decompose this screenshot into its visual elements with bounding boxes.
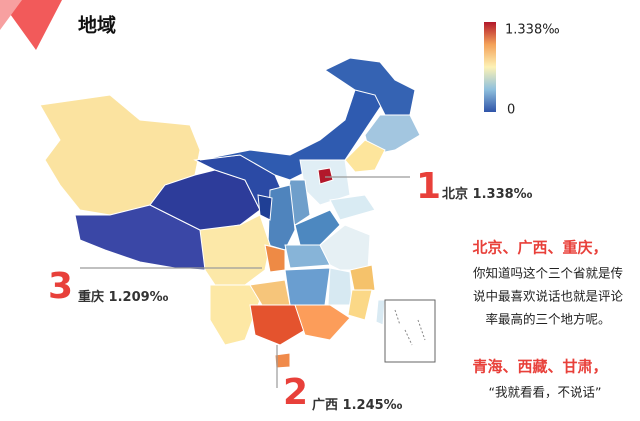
title: 地域 xyxy=(78,14,116,37)
callout: 北京 1.338‰ xyxy=(442,186,533,202)
map xyxy=(39,57,436,369)
province xyxy=(364,114,421,156)
province xyxy=(274,352,291,369)
province xyxy=(329,194,376,221)
region-name: 重庆 xyxy=(78,289,104,305)
province xyxy=(347,289,373,321)
province xyxy=(294,304,351,341)
province xyxy=(317,167,334,185)
province xyxy=(349,264,376,296)
inset-frame xyxy=(384,299,436,363)
region-name: 广西 xyxy=(312,397,338,413)
corner-mark xyxy=(0,0,22,30)
note-quote: “我就看看，不说话” xyxy=(489,385,602,400)
province xyxy=(344,139,386,173)
note-line: 率最高的三个地方呢。 xyxy=(485,312,610,327)
province xyxy=(249,304,306,346)
region-value: 1.245‰ xyxy=(343,398,403,413)
note-heading: 青海、西藏、甘肃， xyxy=(472,358,607,376)
note-line: 说中最喜欢说话也就是评论 xyxy=(473,289,624,304)
rank: 2 xyxy=(283,372,308,413)
province xyxy=(294,209,341,246)
scale-max: 1.338‰ xyxy=(505,23,560,38)
region-value: 1.338‰ xyxy=(473,187,533,202)
color-scale xyxy=(484,22,496,112)
note-line: 你知道吗这个三个省就是传 xyxy=(473,266,623,281)
province xyxy=(264,244,286,273)
scale-min: 0 xyxy=(507,103,515,118)
province xyxy=(327,267,353,306)
province xyxy=(375,299,386,326)
region-value: 1.209‰ xyxy=(109,290,169,305)
note-heading: 北京、广西、重庆， xyxy=(472,239,607,257)
inset-islands xyxy=(394,309,426,346)
callout: 重庆 1.209‰ xyxy=(78,289,169,305)
rank: 1 xyxy=(416,166,441,207)
province xyxy=(257,194,273,221)
region-name: 北京 xyxy=(442,186,468,202)
callout: 广西 1.245‰ xyxy=(312,397,403,413)
rank: 3 xyxy=(48,266,73,307)
province xyxy=(323,57,416,116)
corner-mark xyxy=(0,0,62,50)
province xyxy=(267,184,296,251)
province xyxy=(284,267,331,306)
